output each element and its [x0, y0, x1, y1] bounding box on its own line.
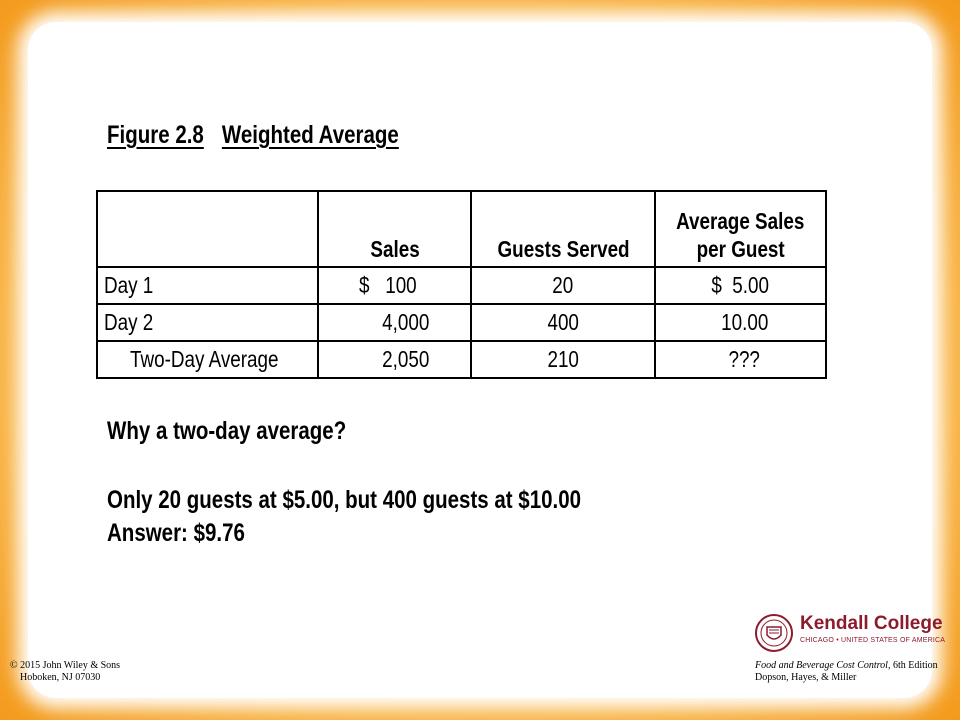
figure-heading: Weighted Average [221, 121, 399, 149]
cell-sales: $ 100 [317, 266, 473, 305]
header-sales: Sales [317, 190, 473, 268]
table-row: Day 1 $ 100 20 $ 5.00 [95, 266, 828, 305]
cell-sales: 2,050 [317, 340, 473, 379]
cell-sales: 4,000 [317, 303, 473, 342]
cell-average: 10.00 [654, 303, 828, 342]
header-blank-cell [95, 190, 320, 268]
copyright-text: © 2015 John Wiley & Sons [10, 660, 121, 671]
cell-average: $ 5.00 [654, 266, 828, 305]
cell-guests: 210 [470, 340, 657, 379]
row-label: Two-Day Average [95, 340, 320, 379]
logo-name: Kendall College [800, 613, 943, 634]
header-guests-served: Guests Served [470, 190, 657, 268]
book-edition: 6th Edition [890, 660, 938, 671]
book-authors: Dopson, Hayes, & Miller [755, 672, 857, 683]
question-text: Why a two-day average? [107, 417, 347, 445]
cell-guests: 400 [470, 303, 657, 342]
table-row: Day 2 4,000 400 10.00 [95, 303, 828, 342]
row-label: Day 1 [95, 266, 320, 305]
footer-copyright: © 2015 John Wiley & Sons Hoboken, NJ 070… [10, 660, 120, 684]
figure-title: Figure 2.8 Weighted Average [107, 121, 399, 150]
weighted-average-table: Sales Guests Served Average Sales per Gu… [95, 190, 828, 379]
figure-label: Figure 2.8 [107, 121, 204, 149]
table-header-row: Sales Guests Served Average Sales per Gu… [95, 190, 828, 268]
book-title: Food and Beverage Cost Control, [755, 660, 891, 671]
answer-text: Answer: $9.76 [107, 519, 245, 547]
table-row: Two-Day Average 2,050 210 ??? [95, 340, 828, 379]
row-label: Day 2 [95, 303, 320, 342]
college-seal-icon [755, 614, 793, 652]
address-text: Hoboken, NJ 07030 [20, 672, 101, 683]
kendall-college-logo: Kendall College CHICAGO • UNITED STATES … [754, 613, 950, 653]
cell-average: ??? [654, 340, 828, 379]
logo-tagline: CHICAGO • UNITED STATES OF AMERICA [800, 637, 946, 644]
footer-book: Food and Beverage Cost Control, 6th Edit… [755, 660, 938, 684]
explanation-text: Only 20 guests at $5.00, but 400 guests … [107, 486, 582, 514]
header-average-sales: Average Sales per Guest [654, 190, 828, 268]
cell-guests: 20 [470, 266, 657, 305]
